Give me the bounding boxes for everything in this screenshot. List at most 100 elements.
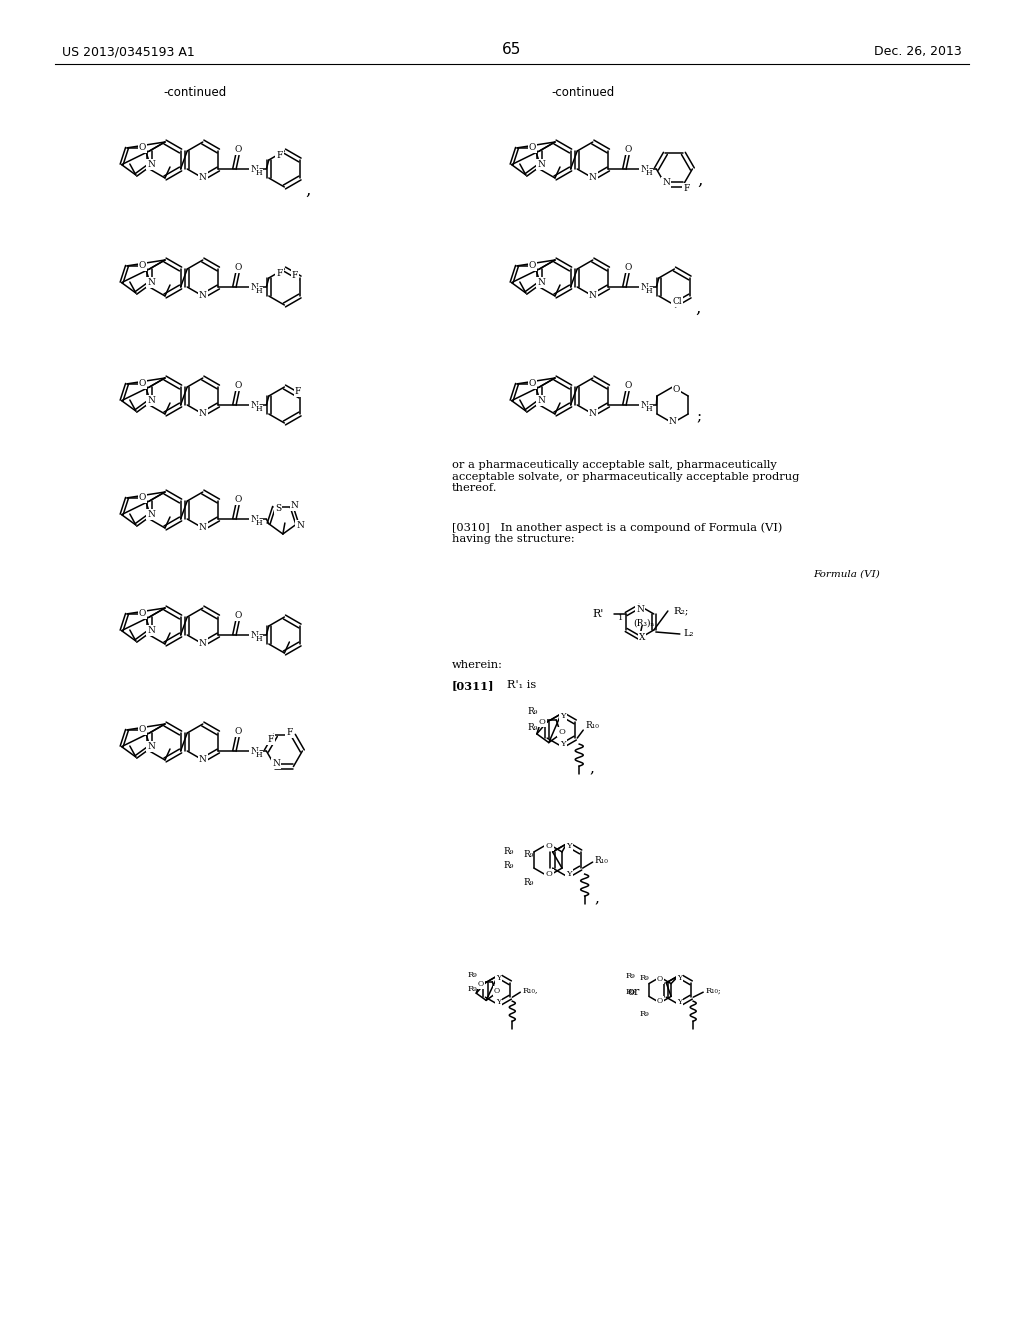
Text: N: N [251, 516, 258, 524]
Text: N: N [147, 279, 155, 288]
Text: N: N [147, 510, 155, 519]
Text: O: O [529, 261, 537, 271]
Text: N: N [199, 408, 207, 417]
Text: US 2013/0345193 A1: US 2013/0345193 A1 [62, 45, 195, 58]
Text: O: O [234, 144, 242, 153]
Text: O: O [657, 975, 664, 983]
Text: H: H [256, 286, 263, 294]
Text: Y: Y [497, 998, 502, 1006]
Text: Dec. 26, 2013: Dec. 26, 2013 [874, 45, 962, 58]
Text: N: N [251, 401, 258, 411]
Text: Y: Y [560, 711, 566, 719]
Text: N: N [640, 401, 648, 411]
Text: R₁₀;: R₁₀; [706, 986, 721, 994]
Text: O: O [234, 610, 242, 619]
Text: F: F [276, 150, 283, 160]
Text: N: N [589, 290, 597, 300]
Text: wherein:: wherein: [452, 660, 503, 671]
Text: O: O [234, 380, 242, 389]
Text: H: H [646, 169, 652, 177]
Text: ,: , [697, 172, 702, 189]
Text: [0311]: [0311] [452, 680, 495, 690]
Text: ,: , [595, 891, 599, 906]
Text: N: N [251, 747, 258, 756]
Text: N: N [291, 502, 299, 511]
Text: ,: , [305, 182, 310, 199]
Text: Y: Y [566, 842, 571, 850]
Text: R₉: R₉ [626, 972, 635, 979]
Text: O: O [478, 979, 484, 987]
Text: N: N [251, 284, 258, 293]
Text: N: N [589, 173, 597, 181]
Text: or: or [628, 987, 640, 997]
Text: O: O [539, 718, 546, 726]
Text: N: N [147, 396, 155, 405]
Text: R₉: R₉ [524, 850, 535, 858]
Text: R₁₀,: R₁₀, [522, 986, 538, 994]
Text: H: H [256, 519, 263, 527]
Text: R₂;: R₂; [674, 606, 689, 615]
Text: O: O [234, 495, 242, 503]
Text: Formula (VI): Formula (VI) [813, 570, 880, 579]
Text: N: N [199, 290, 207, 300]
Text: N: N [251, 631, 258, 640]
Text: Y: Y [560, 741, 566, 748]
Text: R₉: R₉ [626, 987, 635, 995]
Text: O: O [546, 842, 552, 850]
Text: N: N [251, 165, 258, 174]
Text: O: O [139, 610, 146, 618]
Text: N: N [147, 626, 155, 635]
Text: R₉: R₉ [468, 970, 477, 978]
Text: N: N [199, 173, 207, 181]
Text: O: O [529, 144, 537, 152]
Text: N: N [538, 396, 545, 405]
Text: H: H [646, 405, 652, 413]
Text: R₉: R₉ [504, 847, 514, 857]
Text: F: F [683, 183, 689, 193]
Text: H: H [646, 286, 652, 294]
Text: R₉: R₉ [468, 985, 477, 993]
Text: O: O [625, 263, 632, 272]
Text: O: O [657, 997, 664, 1005]
Text: O: O [139, 726, 146, 734]
Text: X: X [639, 632, 645, 642]
Text: N: N [199, 639, 207, 648]
Text: F: F [295, 387, 301, 396]
Text: O: O [139, 144, 146, 152]
Text: O: O [546, 870, 552, 878]
Text: R₉: R₉ [524, 878, 535, 887]
Text: N: N [538, 160, 545, 169]
Text: N: N [147, 160, 155, 169]
Text: N: N [640, 284, 648, 293]
Text: S: S [275, 504, 282, 513]
Text: R₉: R₉ [527, 708, 539, 717]
Text: F: F [267, 735, 273, 744]
Text: F: F [286, 727, 293, 737]
Text: R₁₀: R₁₀ [595, 855, 608, 865]
Text: O: O [139, 379, 146, 388]
Text: N: N [538, 279, 545, 288]
Text: N: N [663, 178, 671, 187]
Text: -continued: -continued [164, 86, 226, 99]
Text: N: N [296, 521, 304, 531]
Text: [0310]   In another aspect is a compound of Formula (VI)
having the structure:: [0310] In another aspect is a compound o… [452, 521, 782, 544]
Text: H: H [256, 751, 263, 759]
Text: or a pharmaceutically acceptable salt, pharmaceutically
acceptable solvate, or p: or a pharmaceutically acceptable salt, p… [452, 459, 800, 494]
Text: O: O [529, 379, 537, 388]
Text: R₁₀: R₁₀ [586, 721, 599, 730]
Text: O: O [625, 144, 632, 153]
Text: N: N [669, 417, 677, 425]
Text: R'₁ is: R'₁ is [507, 680, 537, 690]
Text: ,: , [695, 300, 700, 317]
Text: Y: Y [677, 974, 682, 982]
Text: R₉: R₉ [639, 974, 649, 982]
Text: O: O [139, 261, 146, 271]
Text: O: O [234, 726, 242, 735]
Text: N: N [636, 606, 644, 615]
Text: R₉: R₉ [527, 723, 539, 733]
Text: (R₃)ₙ: (R₃)ₙ [634, 619, 654, 627]
Text: ;: ; [696, 411, 701, 424]
Text: Y: Y [497, 974, 502, 982]
Text: N: N [589, 408, 597, 417]
Text: 65: 65 [503, 42, 521, 58]
